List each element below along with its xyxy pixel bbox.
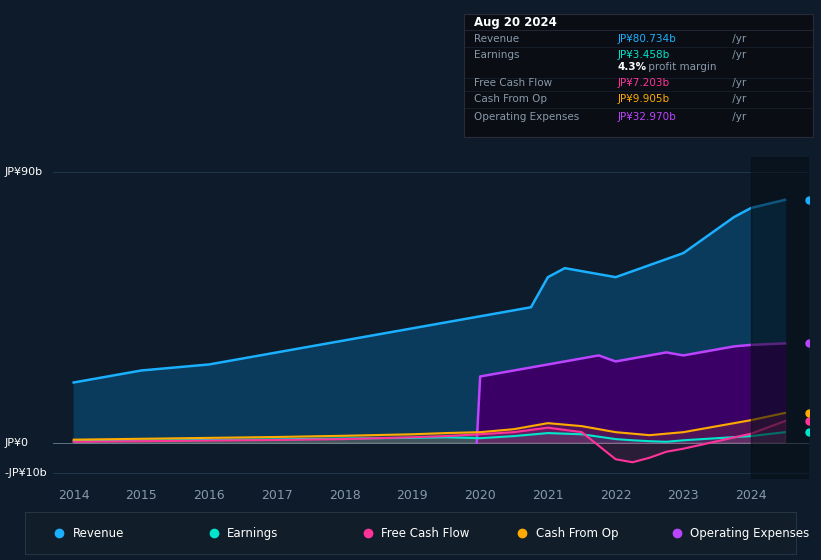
Text: JP¥0: JP¥0 [4,438,28,447]
Text: /yr: /yr [729,95,746,104]
Text: -JP¥10b: -JP¥10b [4,468,47,478]
Text: /yr: /yr [729,34,746,44]
Text: Earnings: Earnings [227,527,278,540]
Text: Aug 20 2024: Aug 20 2024 [475,16,557,29]
Text: Cash From Op: Cash From Op [475,95,548,104]
Text: Cash From Op: Cash From Op [535,527,618,540]
Text: JP¥9.905b: JP¥9.905b [617,95,669,104]
Text: Operating Expenses: Operating Expenses [690,527,810,540]
Text: JP¥3.458b: JP¥3.458b [617,50,670,60]
Text: JP¥32.970b: JP¥32.970b [617,113,677,123]
Text: JP¥90b: JP¥90b [4,167,42,177]
Text: Revenue: Revenue [72,527,124,540]
Text: profit margin: profit margin [645,62,717,72]
Text: JP¥7.203b: JP¥7.203b [617,78,669,88]
Text: JP¥80.734b: JP¥80.734b [617,34,677,44]
Text: Earnings: Earnings [475,50,520,60]
Text: Revenue: Revenue [475,34,520,44]
Text: 4.3%: 4.3% [617,62,646,72]
Text: Operating Expenses: Operating Expenses [475,113,580,123]
Text: Free Cash Flow: Free Cash Flow [381,527,470,540]
Text: /yr: /yr [729,50,746,60]
Text: Free Cash Flow: Free Cash Flow [475,78,553,88]
Text: /yr: /yr [729,78,746,88]
Bar [751,157,809,479]
Text: /yr: /yr [729,113,746,123]
